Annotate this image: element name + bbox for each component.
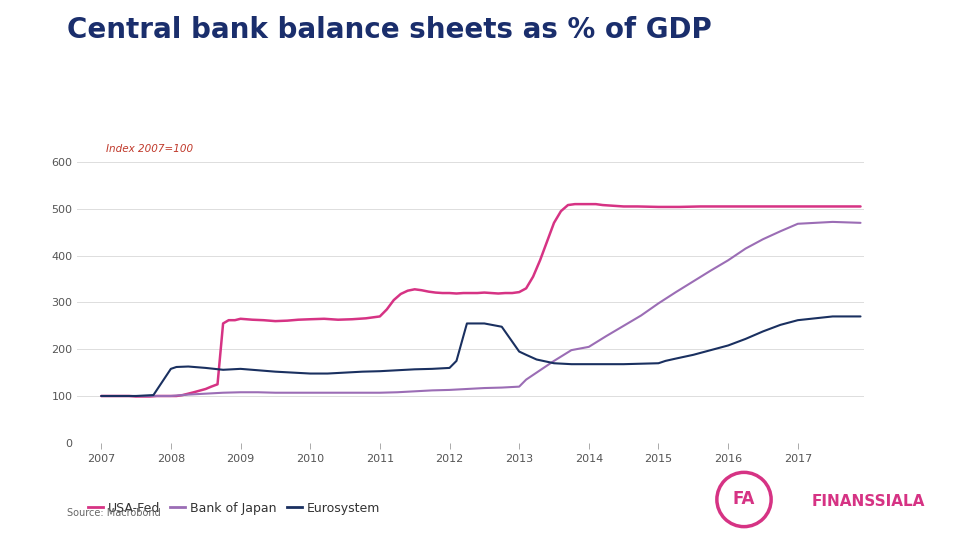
Text: FA: FA [732, 490, 756, 509]
Legend: USA-Fed, Bank of Japan, Eurosystem: USA-Fed, Bank of Japan, Eurosystem [84, 497, 385, 520]
Text: FINANSSIALA: FINANSSIALA [811, 494, 924, 509]
Text: Index 2007=100: Index 2007=100 [106, 144, 193, 154]
Text: Source: Macrobond: Source: Macrobond [67, 508, 161, 518]
Text: Central bank balance sheets as % of GDP: Central bank balance sheets as % of GDP [67, 16, 712, 44]
